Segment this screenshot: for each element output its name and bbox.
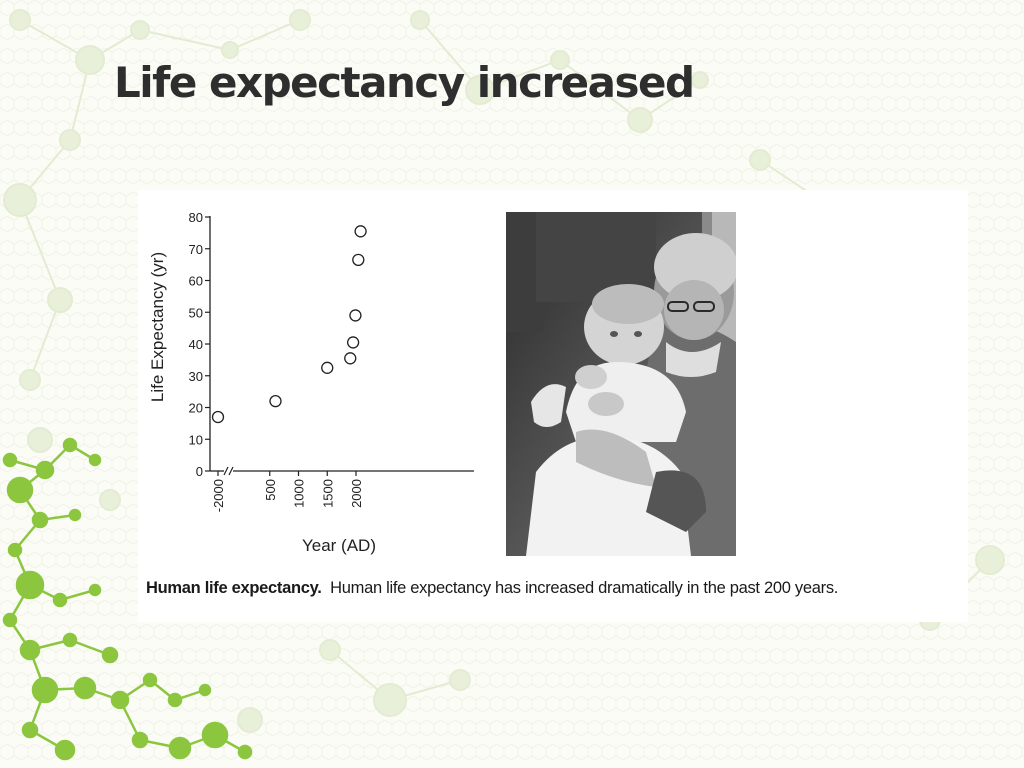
data-point-2 <box>321 361 334 374</box>
y-tick-label-40: 40 <box>189 337 203 352</box>
data-point-0 <box>211 410 225 424</box>
data-point-7 <box>354 225 367 238</box>
figure-panel: 0 10 20 30 40 50 60 70 80 -2000 500 1000 1500 2000 Li… <box>138 190 968 622</box>
x-tick-label--2000: -2000 <box>211 479 226 512</box>
data-point-4 <box>346 336 360 349</box>
y-tick-label-30: 30 <box>189 369 203 384</box>
x-axis-label: Year (AD) <box>302 536 376 555</box>
y-tick-label-60: 60 <box>189 274 203 289</box>
x-tick-label-1000: 1000 <box>292 479 307 508</box>
green-molecule-cluster <box>2 437 253 761</box>
x-tick-label-500: 500 <box>263 479 278 501</box>
chart-axes: 0 10 20 30 40 50 60 70 80 -2000 500 1000 1500 2000 <box>189 210 474 512</box>
y-tick-label-0: 0 <box>196 464 203 479</box>
caption-heading: Human life expectancy. <box>146 579 322 597</box>
x-tick-label-2000: 2000 <box>349 479 364 508</box>
x-tick-label-1500: 1500 <box>320 479 335 508</box>
y-tick-label-50: 50 <box>189 305 203 320</box>
slide-title: Life expectancy increased <box>114 58 695 107</box>
y-tick-label-80: 80 <box>189 210 203 225</box>
data-point-5 <box>349 309 362 322</box>
data-point-6 <box>352 253 365 267</box>
caption-text: Human life expectancy has increased dram… <box>330 579 839 597</box>
life-expectancy-chart: 0 10 20 30 40 50 60 70 80 -2000 500 1000 1500 2000 Li… <box>148 210 474 555</box>
figure-caption: Human life expectancy. Human life expect… <box>146 579 838 598</box>
grandmother-holding-baby-photo <box>506 212 736 556</box>
data-point-3 <box>344 352 357 365</box>
y-tick-label-10: 10 <box>189 432 203 447</box>
data-point-1 <box>269 394 282 408</box>
faint-molecule-lines <box>3 9 1005 733</box>
y-axis-label: Life Expectancy (yr) <box>148 252 167 402</box>
y-tick-label-70: 70 <box>189 242 203 257</box>
chart-points <box>211 225 367 424</box>
x-axis-break-mark <box>223 466 234 476</box>
y-tick-label-20: 20 <box>189 401 203 416</box>
